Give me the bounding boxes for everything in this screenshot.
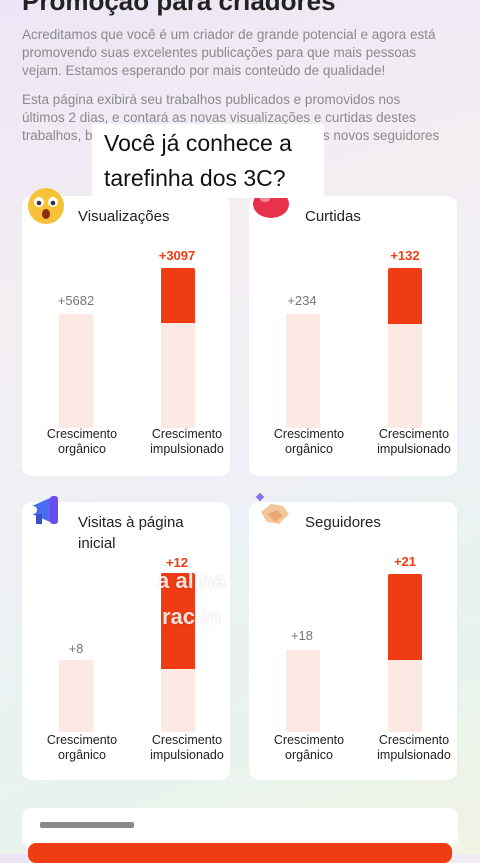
likes-card: Curtidas +234 +132 Crescimento orgânico …: [249, 190, 457, 476]
organic-value: +18: [290, 628, 314, 643]
organic-label: Crescimento orgânico: [46, 733, 118, 762]
boosted-value: +3097: [158, 248, 196, 263]
boosted-value: +132: [390, 248, 420, 263]
boosted-value: +21: [393, 554, 417, 569]
organic-bar: [286, 650, 320, 732]
boosted-bar-fill: [161, 573, 195, 669]
organic-bar: [59, 314, 93, 428]
organic-label: Crescimento orgânico: [46, 427, 118, 456]
organic-value: +5682: [57, 293, 95, 308]
page-title: Promoção para criadores: [22, 0, 336, 16]
boosted-bar-fill: [161, 268, 195, 323]
video-thumbnail[interactable]: [40, 822, 134, 828]
organic-label: Crescimento orgânico: [273, 733, 345, 762]
boosted-bar-fill: [388, 268, 422, 324]
homepage-visits-card: Visitas à página inicial +8 +12 Crescime…: [22, 496, 230, 780]
boosted-value: +12: [165, 555, 189, 570]
astonished-face-icon: [28, 188, 64, 224]
handshake-icon: [255, 492, 289, 524]
boosted-label: Crescimento impulsionado: [377, 427, 451, 456]
boosted-label: Crescimento impulsionado: [377, 733, 451, 762]
organic-value: +234: [287, 293, 317, 308]
boosted-label: Crescimento impulsionado: [150, 427, 224, 456]
organic-bar: [286, 314, 320, 428]
intro-paragraph-1: Acreditamos que você é um criador de gra…: [22, 27, 436, 78]
question-overlay: Você já conhece a tarefinha dos 3C?: [92, 124, 324, 198]
organic-value: +8: [68, 641, 84, 656]
subtitle-fragment: a al na: [157, 568, 226, 593]
subtitle-fragment: rac in: [162, 604, 221, 629]
boosted-label: Crescimento impulsionado: [150, 733, 224, 762]
card-title: Visitas à página inicial: [78, 514, 184, 552]
card-title: Curtidas: [305, 208, 361, 225]
followers-card: Seguidores +18 +21 Crescimento orgânico …: [249, 492, 457, 780]
megaphone-icon: [29, 496, 58, 524]
card-title: Seguidores: [305, 514, 381, 531]
views-card: Visualizações +5682 +3097 Crescimento or…: [22, 188, 230, 476]
promote-button[interactable]: [28, 843, 452, 863]
boosted-bar-fill: [388, 574, 422, 660]
bottom-card: [22, 808, 458, 848]
organic-label: Crescimento orgânico: [273, 427, 345, 456]
organic-bar: [59, 660, 93, 732]
card-title: Visualizações: [78, 208, 170, 225]
